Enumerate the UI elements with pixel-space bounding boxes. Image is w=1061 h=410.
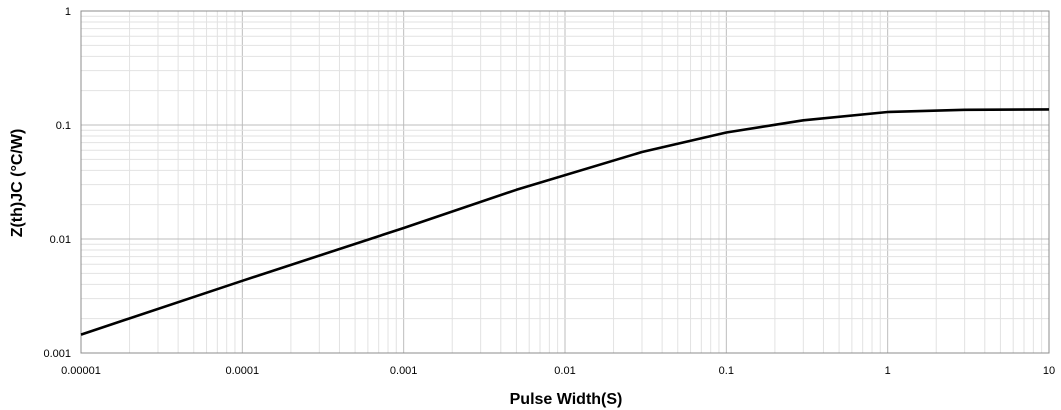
grid [80, 10, 1050, 354]
x-tick-label: 0.001 [390, 365, 418, 377]
y-axis-title: Z(th)JC (°C/W) [9, 129, 26, 238]
x-tick-label: 0.00001 [61, 365, 101, 377]
y-tick-label: 1 [65, 6, 71, 18]
x-tick-label: 0.1 [719, 365, 734, 377]
x-tick-label: 10 [1043, 365, 1055, 377]
plot-area-frame [80, 10, 1050, 354]
y-tick-label: 0.001 [43, 348, 71, 360]
x-axis-tick-labels: 0.00001 0.0001 0.001 0.01 0.1 1 10 [61, 365, 1055, 377]
y-tick-label: 0.1 [56, 120, 71, 132]
x-tick-label: 0.0001 [226, 365, 260, 377]
series-layer [80, 108, 1050, 336]
x-axis-title: Pulse Width(S) [510, 391, 623, 408]
series-line-1 [80, 108, 1050, 336]
x-tick-label: 0.01 [554, 365, 575, 377]
y-tick-label: 0.01 [50, 234, 71, 246]
x-tick-label: 1 [885, 365, 891, 377]
y-axis-tick-labels: 0.001 0.01 0.1 1 [43, 6, 71, 360]
